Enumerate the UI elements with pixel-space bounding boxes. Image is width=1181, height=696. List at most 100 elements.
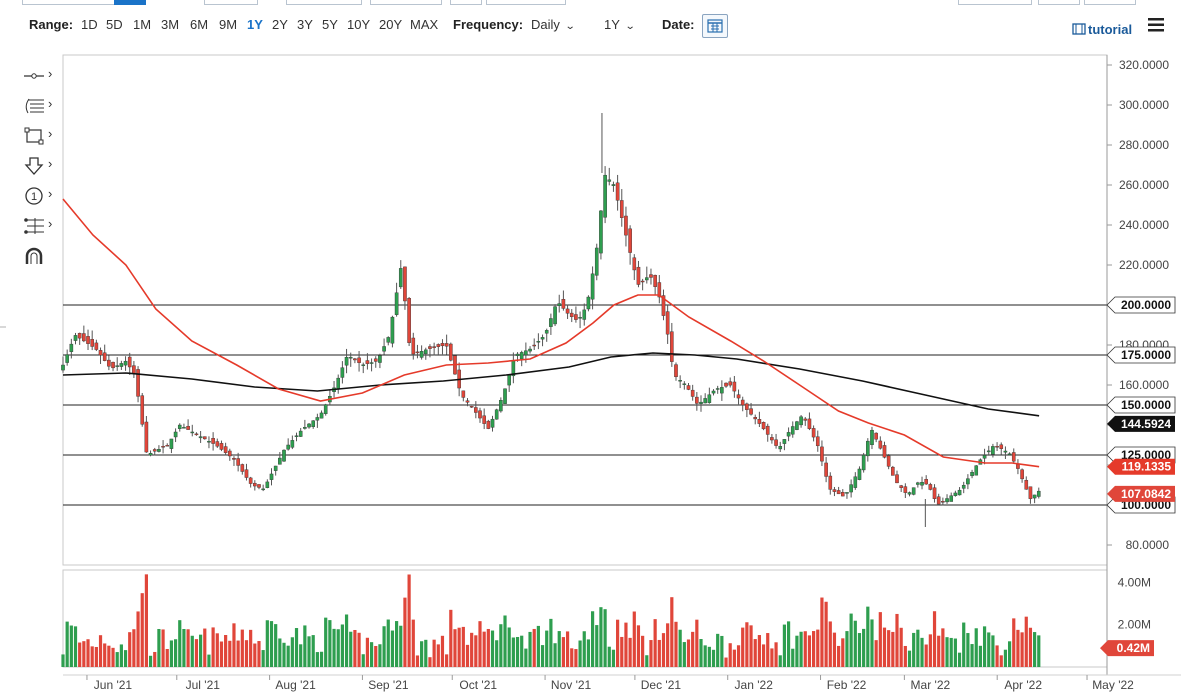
range-option-1y[interactable]: 1Y [247,17,263,32]
volume-bar [123,650,128,667]
volume-bar [236,640,240,667]
candle-body [941,501,945,503]
range-option-1m[interactable]: 1M [133,17,152,32]
volume-bar [666,623,670,667]
rectangle-tool-button[interactable]: › [18,124,62,148]
candle-body [361,364,366,366]
volume-bar [465,644,470,667]
range-option-10y[interactable]: 10Y [347,17,371,32]
tab-stub[interactable] [1084,0,1136,5]
annotation-tool-button[interactable]: 1 › [18,184,62,208]
candle-body [1003,450,1008,453]
x-tick-label: Nov '21 [551,678,592,692]
line-tool-button[interactable]: › [18,64,62,88]
tab-stub[interactable] [370,0,442,5]
candle-body [102,352,107,361]
range-option-20y[interactable]: 20Y [379,17,403,32]
candle-body [198,436,203,439]
volume-bar [837,645,841,667]
volume-bar [549,618,553,667]
tutorial-label: tutorial [1088,22,1133,37]
candle-body [1020,469,1024,480]
candle-body [148,453,153,456]
volume-bar [674,621,678,667]
volume-bar [411,619,415,667]
y-tick-label: 280.0000 [1119,138,1169,152]
volume-bar [791,648,795,667]
fib-tool-button[interactable]: › [18,94,62,118]
volume-bar [912,632,916,667]
volume-bar [278,638,282,667]
candle-body [674,364,678,378]
volume-bar [445,654,449,667]
candle-body [290,440,295,448]
frequency-select[interactable]: Daily ⌄ [531,16,576,36]
tab-stub[interactable] [1038,0,1080,5]
hamburger-menu-icon[interactable] [1148,18,1164,32]
range-option-2y[interactable]: 2Y [272,17,288,32]
price-tag [1107,415,1175,432]
volume-bar [561,637,565,667]
range-option-9m[interactable]: 9M [219,17,238,32]
tab-stub[interactable] [450,0,482,5]
candle-body [202,436,207,440]
volume-bar [966,633,970,667]
tutorial-link[interactable]: tutorial [1072,22,1132,37]
volume-bar [207,654,211,667]
volume-bar [753,639,757,667]
tab-stub[interactable] [286,0,362,5]
volume-bar [882,627,887,667]
volume-bar [782,624,787,667]
arrow-tool-button[interactable]: › [18,154,62,178]
candle-body [594,247,599,276]
candle-body [207,441,211,443]
tab-stub[interactable] [114,0,146,5]
volume-bar [932,611,937,667]
candle-body [590,273,595,300]
volume-bar [628,637,632,667]
candle-body [703,398,707,404]
volume-bar [249,629,253,667]
tab-stub[interactable] [204,0,258,5]
tab-stub[interactable] [486,0,566,5]
range-option-3m[interactable]: 3M [161,17,180,32]
range-option-5y[interactable]: 5Y [322,17,338,32]
x-tick-label: Jan '22 [735,678,774,692]
range-option-6m[interactable]: 6M [190,17,209,32]
volume-bar [920,637,924,667]
volume-bar [887,630,891,667]
candle-body [607,179,612,182]
volume-bar [962,622,966,667]
range-option-3y[interactable]: 3Y [297,17,313,32]
x-tick-label: Sep '21 [368,678,409,692]
price-tag [1107,485,1175,502]
tab-stub[interactable] [958,0,1032,5]
volume-bar [490,630,495,667]
range-option-max[interactable]: MAX [410,17,439,32]
date-picker-button[interactable] [702,14,728,38]
volume-bar [98,635,103,667]
volume-bar [657,639,661,667]
period-select[interactable]: 1Y ⌄ [604,16,636,36]
candle-body [194,433,199,436]
range-option-1d[interactable]: 1D [81,17,98,32]
volume-bar [319,651,324,667]
chevron-down-icon: ⌄ [624,21,636,32]
candle-body [86,336,90,344]
volume-bar [586,639,591,667]
volume-bar [73,626,78,667]
range-option-5d[interactable]: 5D [106,17,123,32]
measure-tool-button[interactable]: › [18,214,62,238]
volume-bar [945,637,949,667]
magnet-tool-button[interactable] [18,244,62,268]
candle-body [474,407,478,413]
volume-bar [845,631,849,667]
candle-body [1028,486,1033,499]
volume-bar [486,628,490,667]
volume-bar [403,597,407,667]
volume-bar [186,629,190,667]
volume-bar [999,655,1003,667]
volume-bar [824,601,828,667]
candle-body [536,341,541,343]
